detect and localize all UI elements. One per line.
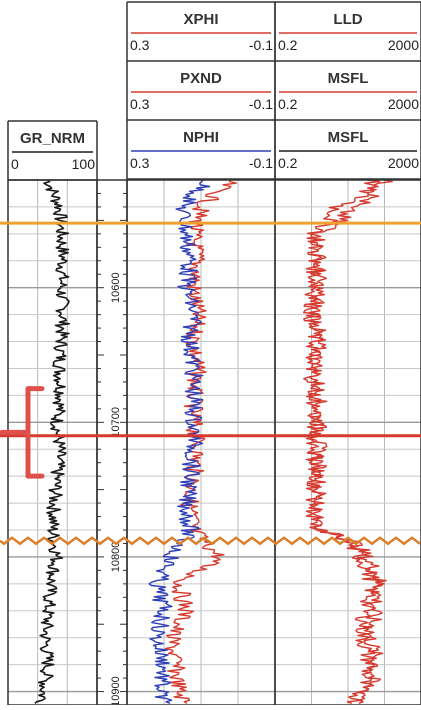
curve-header-min: 0.3: [130, 155, 150, 171]
depth-column-frame: [96, 179, 128, 706]
series-xphi-curve: [164, 179, 237, 705]
curve-header-name: MSFL: [328, 129, 369, 146]
curve-header-min: 0.3: [130, 96, 150, 112]
curve-header-name: XPHI: [183, 11, 218, 28]
curve-header-max: 2000: [388, 96, 419, 112]
curve-header-min: 0.2: [278, 96, 298, 112]
series-msfl-curve: [303, 179, 383, 705]
depth-tick-label: 10900: [110, 676, 122, 705]
annotation-layer: [0, 221, 421, 546]
curve-header-name: LLD: [333, 11, 362, 28]
curve-header-name: PXND: [180, 70, 222, 87]
interval-bracket: [0, 386, 45, 479]
curve-header-max: -0.1: [249, 155, 273, 171]
curve-header-name: NPHI: [183, 129, 219, 146]
curve-layer: [34, 179, 393, 705]
series-nphi-curve: [148, 179, 211, 705]
curve-header-min: 0.3: [130, 37, 150, 53]
curve-header-min: 0.2: [278, 155, 298, 171]
curve-header-max: 2000: [388, 155, 419, 171]
curve-header-min: 0: [11, 156, 19, 172]
curve-header-max: 100: [72, 156, 96, 172]
curve-header-max: -0.1: [249, 96, 273, 112]
curve-header-min: 0.2: [278, 37, 298, 53]
unconformity-wavy-line: [0, 536, 421, 546]
depth-tick-label: 10800: [110, 542, 122, 573]
curve-header-max: 2000: [388, 37, 419, 53]
curve-header-name: GR_NRM: [20, 130, 85, 147]
curve-header-name: MSFL: [328, 70, 369, 87]
depth-tick-label: 10700: [110, 407, 122, 438]
series-gr-nrm-curve: [34, 179, 70, 704]
curve-header-max: -0.1: [249, 37, 273, 53]
depth-tick-label: 10600: [110, 272, 122, 303]
